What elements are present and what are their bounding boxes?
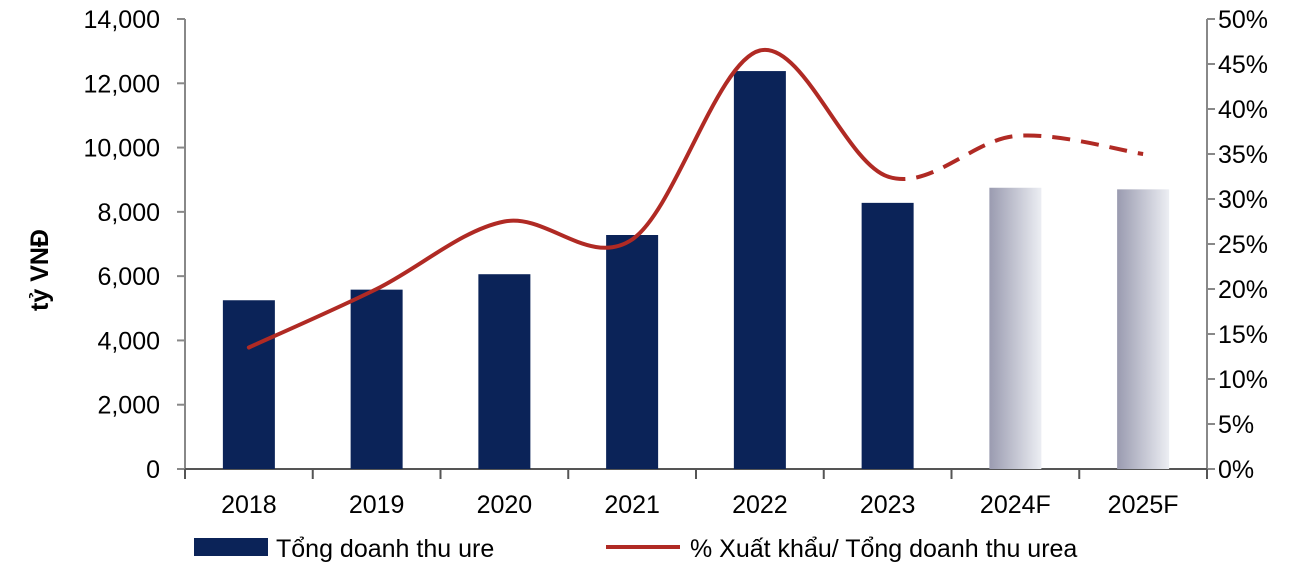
y2-tick-label: 25%	[1218, 231, 1268, 259]
x-tick-label: 2025F	[1108, 491, 1179, 519]
y-tick-label: 4,000	[97, 327, 160, 355]
y2-tick-label: 35%	[1218, 141, 1268, 169]
y-tick-label: 6,000	[97, 263, 160, 291]
x-tick-label: 2020	[477, 491, 533, 519]
x-tick-label: 2024F	[980, 491, 1051, 519]
bars	[222, 71, 1170, 470]
x-tick-label: 2022	[732, 491, 788, 519]
bar	[989, 187, 1042, 469]
y2-tick-label: 50%	[1218, 6, 1268, 34]
y-tick-label: 14,000	[84, 6, 160, 34]
x-tick-label: 2019	[349, 491, 405, 519]
tick-labels: 0 2,000 4,000 6,000 8,000 10,000 12,000 14,000 0…	[84, 6, 1269, 519]
y-tick-label: 8,000	[97, 199, 160, 227]
y-tick-label: 2,000	[97, 392, 160, 420]
y2-tick-label: 40%	[1218, 96, 1268, 124]
line-solid	[246, 48, 890, 350]
axes	[177, 18, 1215, 479]
legend: Tổng doanh thu ure % Xuất khẩu/ Tổng doa…	[194, 535, 1077, 563]
bar	[350, 289, 403, 469]
bar	[606, 235, 659, 469]
line-dashed-forecast	[886, 133, 1144, 181]
x-tick-label: 2023	[860, 491, 916, 519]
y2-tick-label: 15%	[1218, 321, 1268, 349]
line-series	[246, 48, 1144, 350]
legend-label-bar: Tổng doanh thu ure	[276, 535, 494, 563]
y-tick-label: 10,000	[84, 135, 160, 163]
bar	[222, 300, 275, 469]
y2-tick-label: 0%	[1218, 456, 1254, 484]
legend-swatch-bar	[194, 538, 268, 556]
y2-tick-label: 10%	[1218, 366, 1268, 394]
bar	[861, 202, 914, 469]
bar	[1117, 189, 1170, 469]
y2-tick-label: 20%	[1218, 276, 1268, 304]
bar	[733, 71, 786, 470]
y-tick-label: 0	[146, 456, 160, 484]
y2-tick-label: 45%	[1218, 51, 1268, 79]
legend-label-line: % Xuất khẩu/ Tổng doanh thu urea	[690, 535, 1077, 563]
y-tick-label: 12,000	[84, 70, 160, 98]
y2-tick-label: 5%	[1218, 411, 1254, 439]
y-axis-label: tỷ VNĐ	[26, 229, 54, 311]
x-tick-label: 2018	[221, 491, 277, 519]
bar	[478, 274, 531, 469]
y2-tick-label: 30%	[1218, 186, 1268, 214]
x-tick-label: 2021	[604, 491, 660, 519]
